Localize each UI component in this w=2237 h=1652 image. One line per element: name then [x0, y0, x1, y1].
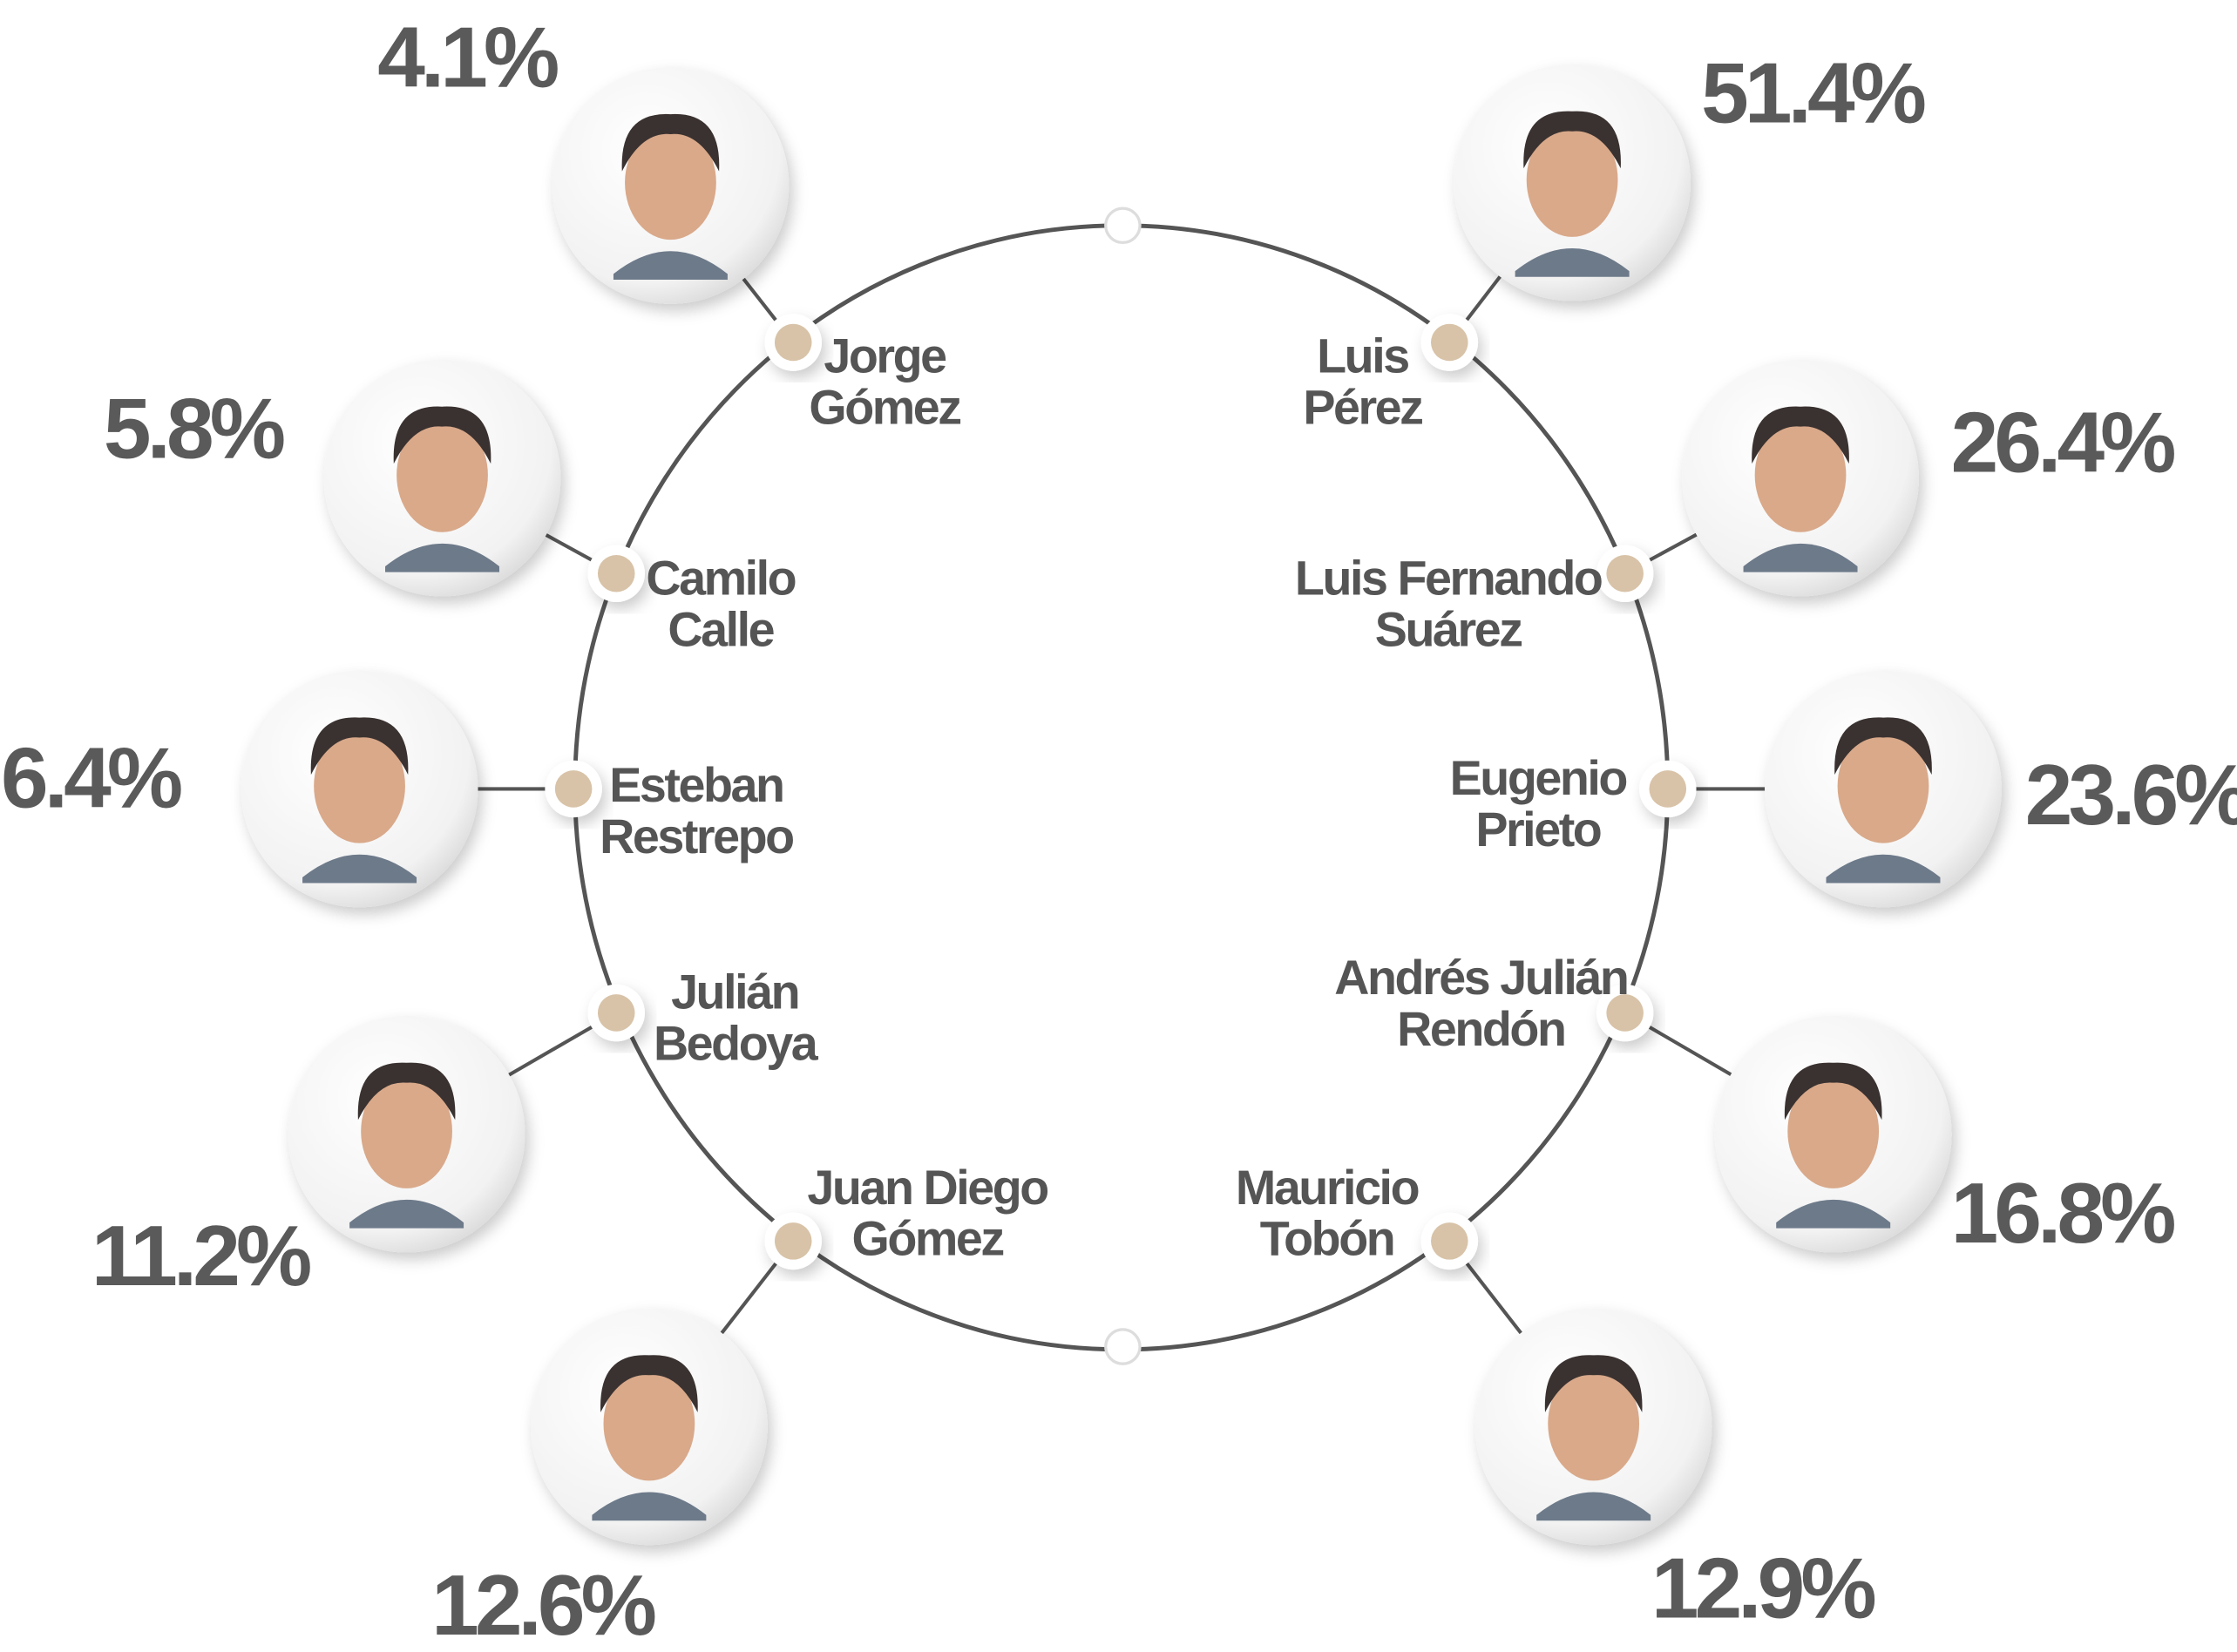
candidate-name: Eugenio — [1450, 751, 1627, 805]
candidate-name: Prieto — [1475, 802, 1600, 856]
portrait-hair — [357, 1062, 456, 1121]
candidate-name: Suárez — [1375, 603, 1522, 657]
node-dot — [1606, 554, 1644, 592]
node-dot — [1431, 323, 1468, 362]
candidate-name: Julián — [671, 965, 798, 1019]
portrait-hair — [1834, 717, 1932, 775]
portrait-face — [1526, 122, 1618, 237]
portrait-shoulders — [349, 1199, 464, 1229]
portrait-shoulders — [1826, 854, 1941, 884]
node-dot — [1431, 1222, 1468, 1260]
candidate-name: Bedoya — [654, 1016, 819, 1070]
node-dot — [774, 1222, 812, 1260]
portrait-hair — [600, 1355, 698, 1412]
portrait-shoulders — [1515, 247, 1630, 277]
node-dot — [554, 770, 593, 808]
portrait-face — [1837, 728, 1929, 843]
candidate-name: Gómez — [809, 380, 960, 434]
ring-node — [1104, 206, 1142, 245]
node-dot — [1606, 994, 1644, 1032]
portrait-hair — [621, 113, 720, 172]
portrait-hair — [1523, 111, 1621, 169]
vote-percent: 26.4% — [1951, 395, 2175, 491]
candidate-name: Calle — [668, 603, 774, 657]
portrait-face — [603, 1366, 695, 1481]
portrait-hair — [393, 406, 491, 464]
portrait-shoulders — [1536, 1492, 1651, 1521]
candidate-name: Juan Diego — [807, 1161, 1047, 1215]
candidate-name: Luis Fernando — [1295, 552, 1602, 606]
portrait-face — [1754, 417, 1847, 532]
candidate-name: Mauricio — [1236, 1161, 1419, 1215]
portrait-face — [314, 728, 405, 843]
candidates: JorgeGómez4.1%CamiloCalle5.8%EstebanRest… — [1, 10, 2237, 1652]
vote-percent: 11.2% — [92, 1208, 310, 1303]
vote-percent: 6.4% — [1, 729, 181, 825]
candidate-name: Rendón — [1397, 1002, 1564, 1056]
portrait-shoulders — [592, 1492, 707, 1521]
portrait-face — [1787, 1073, 1880, 1188]
node-dot — [774, 323, 812, 362]
portrait-shoulders — [613, 251, 728, 280]
portrait-face — [625, 125, 716, 240]
portrait-hair — [1544, 1355, 1643, 1412]
vote-percent: 4.1% — [377, 10, 558, 105]
portrait-hair — [1752, 406, 1849, 464]
node-dot — [597, 994, 635, 1032]
portrait-hair — [1784, 1062, 1882, 1121]
candidate-name: Andrés Julián — [1334, 951, 1627, 1005]
candidate-name: Luis — [1317, 328, 1408, 383]
ring-node — [1104, 1328, 1142, 1365]
portrait-shoulders — [1776, 1199, 1891, 1229]
candidate-name: Pérez — [1303, 380, 1422, 434]
vote-percent: 5.8% — [104, 380, 284, 476]
vote-percent: 12.6% — [431, 1557, 655, 1652]
portrait-face — [1548, 1366, 1640, 1481]
portrait-shoulders — [385, 543, 499, 572]
candidate-name: Jorge — [824, 328, 946, 383]
node-dot — [597, 554, 635, 592]
portrait-hair — [310, 717, 409, 775]
candidate-name: Gómez — [851, 1212, 1003, 1266]
candidate-name: Camilo — [646, 552, 795, 606]
vote-percent: 23.6% — [2025, 747, 2237, 843]
node-dot — [1649, 770, 1687, 808]
candidate-name: Esteban — [609, 758, 783, 812]
vote-percent: 51.4% — [1701, 45, 1925, 141]
candidate-name: Tobón — [1260, 1212, 1394, 1266]
portrait-shoulders — [302, 854, 417, 884]
portrait-face — [361, 1073, 452, 1188]
candidate-name: Restrepo — [600, 809, 793, 863]
vote-percent: 12.9% — [1651, 1540, 1875, 1635]
vote-percent: 16.8% — [1951, 1165, 2175, 1261]
portrait-shoulders — [1743, 543, 1858, 572]
portrait-face — [397, 417, 488, 532]
